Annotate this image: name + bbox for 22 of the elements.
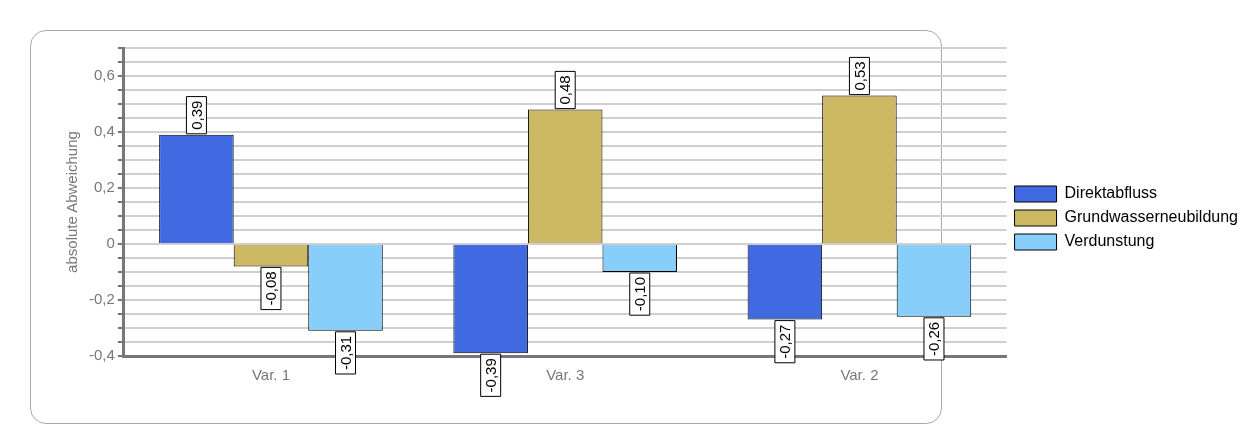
legend-label: Verdunstung xyxy=(1064,232,1155,250)
x-tick-label: Var. 2 xyxy=(840,366,879,384)
y-tick-label: 0,4 xyxy=(93,122,115,140)
data-label: 0,53 xyxy=(850,61,868,91)
data-label: -0,27 xyxy=(776,324,794,359)
y-tick-label: 0,6 xyxy=(93,66,115,84)
y-tick-label: 0 xyxy=(106,234,115,252)
y-tick-label: -0,4 xyxy=(88,346,115,364)
y-axis-title: absolute Abweichung xyxy=(63,131,81,273)
y-tick-label: -0,2 xyxy=(88,290,115,308)
data-label: -0,31 xyxy=(336,335,354,370)
legend-label: Grundwasserneubildung xyxy=(1064,208,1239,226)
x-tick-label: Var. 1 xyxy=(251,366,291,384)
data-label: -0,39 xyxy=(481,358,499,393)
data-label: 0,48 xyxy=(556,75,574,105)
data-label: -0,10 xyxy=(630,276,648,312)
data-label: -0,26 xyxy=(925,321,943,356)
data-label: -0,08 xyxy=(262,271,280,306)
x-tick-label: Var. 3 xyxy=(546,366,585,384)
y-tick-label: 0,2 xyxy=(93,178,115,196)
legend-label: Direktabfluss xyxy=(1064,184,1158,202)
data-label: 0,39 xyxy=(187,100,205,130)
